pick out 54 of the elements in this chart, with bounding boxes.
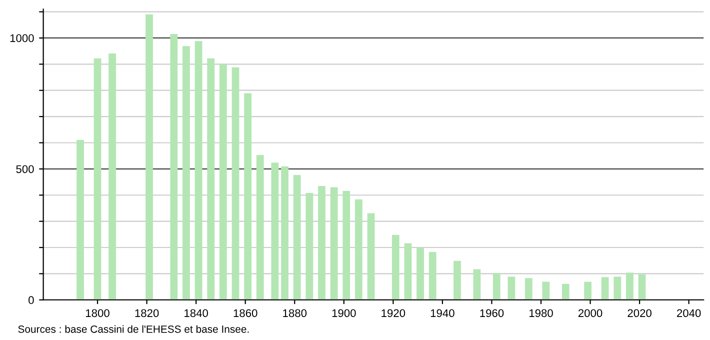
bar — [293, 174, 301, 300]
bar — [256, 155, 264, 300]
bar — [626, 272, 634, 300]
bar — [76, 140, 84, 300]
x-tick-label: 1920 — [382, 309, 406, 318]
x-tick-label: 1940 — [430, 309, 454, 318]
x-tick-label: 1860 — [234, 309, 258, 318]
bar — [638, 274, 646, 300]
x-tick-label: 1980 — [529, 309, 553, 318]
bar — [281, 166, 288, 300]
bar — [454, 260, 461, 300]
bar — [392, 234, 400, 300]
x-tick-label: 2000 — [578, 309, 602, 318]
bar — [428, 252, 436, 300]
bar — [207, 58, 215, 300]
bar — [473, 269, 481, 300]
bar — [271, 162, 279, 300]
bar — [584, 282, 592, 300]
bar — [562, 284, 570, 300]
bar — [170, 34, 178, 300]
bar — [416, 248, 424, 300]
x-tick-label: 2020 — [628, 309, 652, 318]
bar — [318, 186, 326, 300]
bar — [244, 93, 252, 300]
bar — [342, 190, 350, 300]
bar — [614, 276, 622, 300]
y-tick-label: 0 — [28, 296, 34, 304]
bar — [194, 41, 202, 300]
bar — [524, 278, 532, 300]
bar — [182, 46, 190, 300]
bar — [306, 193, 314, 300]
source-note: Sources : base Cassini de l'EHESS et base Insee. — [18, 325, 249, 333]
bar — [354, 199, 362, 300]
x-tick-label: 1820 — [135, 309, 159, 318]
bar — [108, 53, 116, 300]
x-tick-label: 1880 — [283, 309, 307, 318]
x-tick-label: 2040 — [677, 309, 701, 318]
bar — [219, 64, 227, 300]
bar — [601, 277, 609, 300]
x-tick-label: 1960 — [480, 309, 504, 318]
bar — [146, 14, 153, 300]
x-tick-label: 1840 — [184, 309, 208, 318]
y-tick-label: 1000 — [10, 34, 34, 42]
bar — [94, 58, 102, 300]
bar — [542, 282, 550, 300]
bar — [232, 67, 240, 300]
bar — [508, 276, 516, 300]
x-tick-label: 1800 — [86, 309, 110, 318]
bar — [367, 213, 375, 300]
bar — [330, 187, 338, 300]
y-tick-label: 500 — [16, 165, 34, 174]
bar — [492, 273, 500, 300]
x-tick-label: 1900 — [332, 309, 356, 318]
bar — [404, 243, 412, 300]
